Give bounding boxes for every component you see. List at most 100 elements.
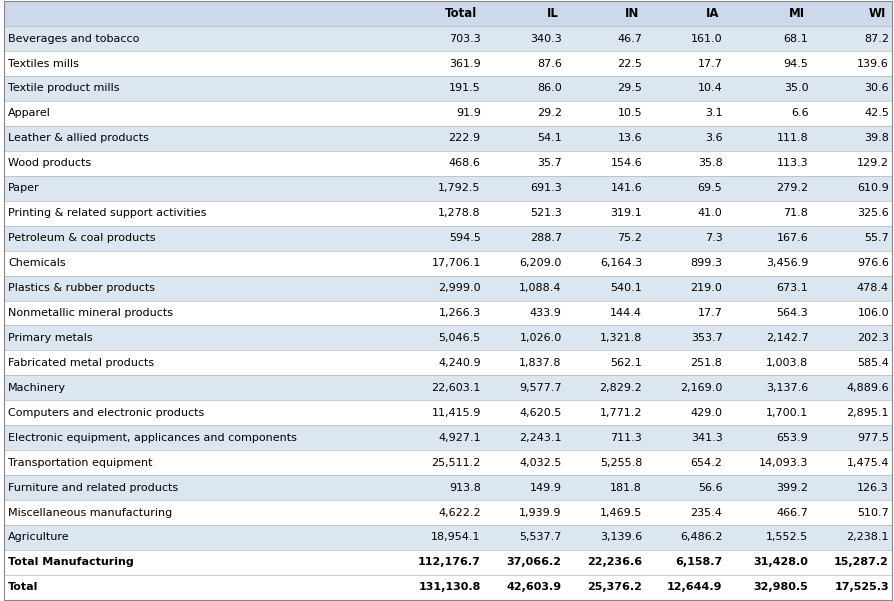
- Text: 433.9: 433.9: [530, 308, 561, 318]
- Text: 94.5: 94.5: [783, 58, 808, 69]
- Text: 35.7: 35.7: [537, 158, 561, 168]
- Text: Apparel: Apparel: [8, 108, 51, 118]
- Text: 39.8: 39.8: [864, 133, 889, 144]
- Text: 144.4: 144.4: [610, 308, 642, 318]
- Text: 1,475.4: 1,475.4: [847, 457, 889, 468]
- Text: Paper: Paper: [8, 183, 39, 194]
- Text: 68.1: 68.1: [784, 34, 808, 44]
- Text: 654.2: 654.2: [690, 457, 722, 468]
- Text: 75.2: 75.2: [617, 233, 642, 243]
- Bar: [4, 575, 892, 600]
- Text: 288.7: 288.7: [529, 233, 561, 243]
- Text: 149.9: 149.9: [530, 483, 561, 493]
- Bar: [4, 126, 892, 151]
- Text: Plastics & rubber products: Plastics & rubber products: [8, 283, 155, 293]
- Bar: [4, 375, 892, 400]
- Text: Printing & related support activities: Printing & related support activities: [8, 208, 207, 218]
- Text: Transportation equipment: Transportation equipment: [8, 457, 153, 468]
- Text: 7.3: 7.3: [704, 233, 722, 243]
- Text: 17.7: 17.7: [697, 308, 722, 318]
- Text: 6.6: 6.6: [791, 108, 808, 118]
- Text: 399.2: 399.2: [776, 483, 808, 493]
- Text: 222.9: 222.9: [449, 133, 481, 144]
- Text: 69.5: 69.5: [697, 183, 722, 194]
- Text: 3,139.6: 3,139.6: [600, 532, 642, 543]
- Bar: [4, 325, 892, 350]
- Text: Petroleum & coal products: Petroleum & coal products: [8, 233, 156, 243]
- Bar: [4, 1, 892, 26]
- Text: 87.2: 87.2: [864, 34, 889, 44]
- Text: 361.9: 361.9: [449, 58, 481, 69]
- Text: 46.7: 46.7: [617, 34, 642, 44]
- Text: IL: IL: [547, 7, 559, 20]
- Text: 521.3: 521.3: [530, 208, 561, 218]
- Text: Total Manufacturing: Total Manufacturing: [8, 557, 134, 567]
- Text: 29.2: 29.2: [536, 108, 561, 118]
- Text: 5,046.5: 5,046.5: [438, 333, 481, 343]
- Bar: [4, 26, 892, 51]
- Text: 562.1: 562.1: [611, 358, 642, 368]
- Text: 6,164.3: 6,164.3: [600, 258, 642, 268]
- Text: 2,142.7: 2,142.7: [766, 333, 808, 343]
- Text: Total: Total: [444, 7, 477, 20]
- Text: 10.5: 10.5: [618, 108, 642, 118]
- Text: 4,240.9: 4,240.9: [438, 358, 481, 368]
- Text: 25,376.2: 25,376.2: [587, 582, 642, 593]
- Text: Nonmetallic mineral products: Nonmetallic mineral products: [8, 308, 173, 318]
- Text: 3.1: 3.1: [704, 108, 722, 118]
- Bar: [4, 275, 892, 300]
- Text: 18,954.1: 18,954.1: [431, 532, 481, 543]
- Text: 131,130.8: 131,130.8: [418, 582, 481, 593]
- Text: 653.9: 653.9: [777, 433, 808, 443]
- Text: Machinery: Machinery: [8, 383, 66, 393]
- Text: Primary metals: Primary metals: [8, 333, 93, 343]
- Text: 1,088.4: 1,088.4: [519, 283, 561, 293]
- Text: 3,137.6: 3,137.6: [766, 383, 808, 393]
- Text: 340.3: 340.3: [530, 34, 561, 44]
- Bar: [4, 51, 892, 76]
- Bar: [4, 300, 892, 325]
- Bar: [4, 101, 892, 126]
- Bar: [4, 151, 892, 175]
- Text: 2,238.1: 2,238.1: [847, 532, 889, 543]
- Bar: [4, 225, 892, 251]
- Text: 1,003.8: 1,003.8: [766, 358, 808, 368]
- Text: 154.6: 154.6: [611, 158, 642, 168]
- Bar: [4, 175, 892, 201]
- Text: 37,066.2: 37,066.2: [507, 557, 561, 567]
- Text: 429.0: 429.0: [690, 407, 722, 418]
- Text: Textile product mills: Textile product mills: [8, 84, 120, 94]
- Bar: [4, 400, 892, 426]
- Text: 1,552.5: 1,552.5: [766, 532, 808, 543]
- Text: 4,620.5: 4,620.5: [519, 407, 561, 418]
- Bar: [4, 251, 892, 275]
- Text: Electronic equipment, applicances and components: Electronic equipment, applicances and co…: [8, 433, 297, 443]
- Text: 510.7: 510.7: [857, 507, 889, 517]
- Text: 113.3: 113.3: [777, 158, 808, 168]
- Text: 5,255.8: 5,255.8: [600, 457, 642, 468]
- Text: 12,644.9: 12,644.9: [667, 582, 722, 593]
- Text: 41.0: 41.0: [697, 208, 722, 218]
- Bar: [4, 450, 892, 475]
- Text: 5,537.7: 5,537.7: [519, 532, 561, 543]
- Text: Total: Total: [8, 582, 38, 593]
- Text: 325.6: 325.6: [857, 208, 889, 218]
- Text: Fabricated metal products: Fabricated metal products: [8, 358, 154, 368]
- Text: 4,889.6: 4,889.6: [847, 383, 889, 393]
- Text: 341.3: 341.3: [691, 433, 722, 443]
- Text: Computers and electronic products: Computers and electronic products: [8, 407, 205, 418]
- Bar: [4, 550, 892, 575]
- Text: Beverages and tobacco: Beverages and tobacco: [8, 34, 139, 44]
- Text: 14,093.3: 14,093.3: [759, 457, 808, 468]
- Text: 11,415.9: 11,415.9: [432, 407, 481, 418]
- Text: 235.4: 235.4: [690, 507, 722, 517]
- Text: Furniture and related products: Furniture and related products: [8, 483, 178, 493]
- Text: 564.3: 564.3: [777, 308, 808, 318]
- Text: Chemicals: Chemicals: [8, 258, 65, 268]
- Text: 711.3: 711.3: [611, 433, 642, 443]
- Text: 87.6: 87.6: [537, 58, 561, 69]
- Text: 1,266.3: 1,266.3: [438, 308, 481, 318]
- Text: 691.3: 691.3: [530, 183, 561, 194]
- Text: 977.5: 977.5: [857, 433, 889, 443]
- Text: 6,158.7: 6,158.7: [675, 557, 722, 567]
